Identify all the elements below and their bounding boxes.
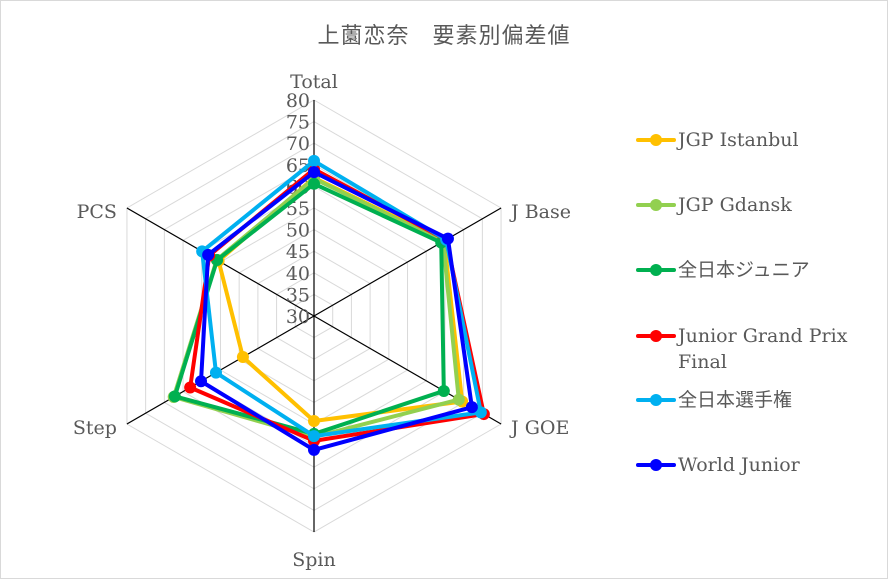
series-marker-icon xyxy=(634,320,678,352)
legend-item[interactable]: JGP Istanbul xyxy=(634,124,799,156)
series-marker-icon xyxy=(634,384,678,416)
svg-text:Step: Step xyxy=(73,417,117,439)
svg-text:40: 40 xyxy=(286,263,310,285)
svg-text:Spin: Spin xyxy=(292,549,336,571)
svg-text:Total: Total xyxy=(290,71,338,93)
svg-text:50: 50 xyxy=(286,220,310,242)
legend-label: JGP Istanbul xyxy=(678,129,799,151)
chart-title: 上薗恋奈 要素別偏差値 xyxy=(317,24,571,49)
svg-text:45: 45 xyxy=(286,241,310,263)
legend-item[interactable]: JGP Gdansk xyxy=(634,189,792,221)
svg-text:PCS: PCS xyxy=(77,201,117,223)
svg-text:J GOE: J GOE xyxy=(509,417,569,439)
series-World Junior xyxy=(195,166,478,456)
legend-dot xyxy=(650,199,662,211)
series-JGP Gdansk xyxy=(167,172,465,443)
series-marker-icon xyxy=(634,254,678,286)
legend-dot xyxy=(650,330,662,342)
legend-label: JGP Gdansk xyxy=(678,194,792,216)
legend-label: Junior Grand Prix Final xyxy=(678,325,848,373)
legend-dot xyxy=(650,264,662,276)
svg-text:80: 80 xyxy=(286,90,310,112)
svg-text:35: 35 xyxy=(286,284,310,306)
legend-item[interactable]: 全日本ジュニア xyxy=(634,254,810,286)
legend-item[interactable]: 全日本選手権 xyxy=(634,384,792,416)
series-marker-icon xyxy=(634,449,678,481)
legend-dot xyxy=(650,134,662,146)
legend-dot xyxy=(650,459,662,471)
legend-label: World Junior xyxy=(678,454,800,476)
svg-text:J Base: J Base xyxy=(509,201,571,223)
legend-label: 全日本選手権 xyxy=(678,389,793,411)
svg-text:30: 30 xyxy=(286,306,310,328)
series-marker-icon xyxy=(634,189,678,221)
data-series xyxy=(167,154,490,456)
legend-label: 全日本ジュニア xyxy=(678,259,810,281)
legend-item[interactable]: World Junior xyxy=(634,449,800,481)
legend-dot xyxy=(650,394,662,406)
svg-text:70: 70 xyxy=(286,133,310,155)
axis-labels: Total J Base J GOE Spin Step PCS xyxy=(73,71,571,571)
svg-text:75: 75 xyxy=(286,112,310,134)
series-marker-icon xyxy=(634,124,678,156)
legend-item[interactable]: Junior Grand Prix Final xyxy=(634,320,874,375)
